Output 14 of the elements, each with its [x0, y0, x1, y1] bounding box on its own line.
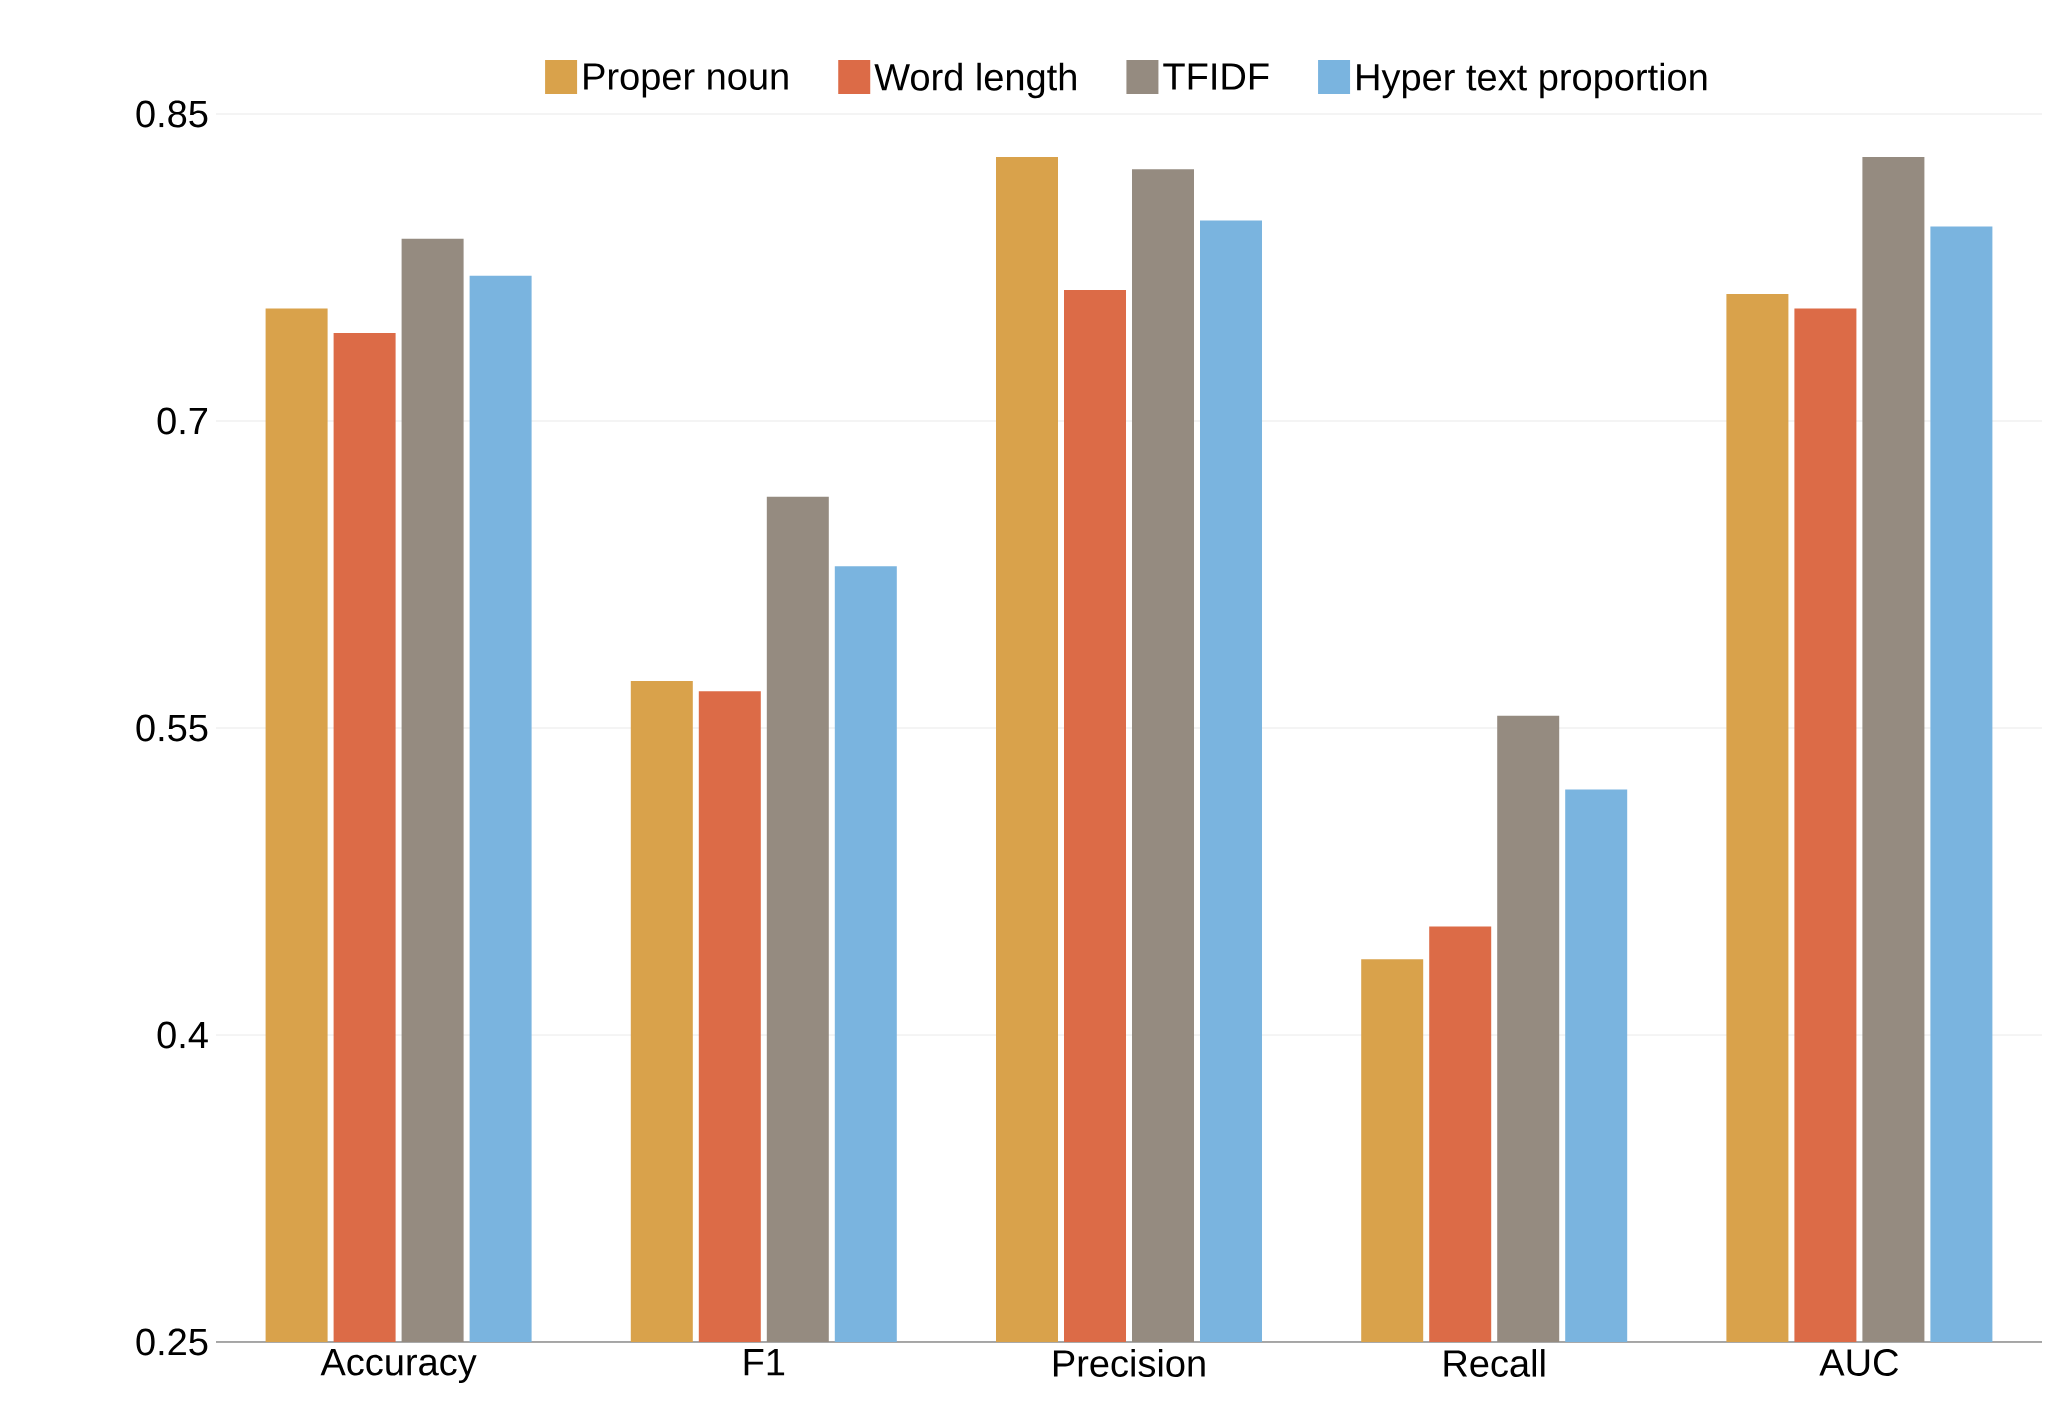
legend-label: Proper noun	[584, 63, 788, 98]
x-tick-label: F1	[744, 1349, 785, 1376]
y-tick-label: 0.55	[136, 714, 208, 742]
y-tick-label: 0.85	[136, 100, 208, 128]
y-tick-label: 0.7	[157, 407, 208, 435]
x-tick-label: Accuracy	[320, 1349, 477, 1384]
legend-label: Hyper text proportion	[1357, 62, 1707, 99]
y-tick-label: 0.25	[136, 1328, 208, 1356]
legend-label: TFIDF	[1163, 63, 1269, 90]
x-tick-label: Recall	[1444, 1349, 1545, 1377]
x-tick-label: AUC	[1819, 1349, 1899, 1376]
legend-label: Word length	[874, 62, 1076, 99]
x-tick-label: Precision	[1053, 1349, 1205, 1377]
y-tick-label: 0.4	[157, 1021, 208, 1049]
